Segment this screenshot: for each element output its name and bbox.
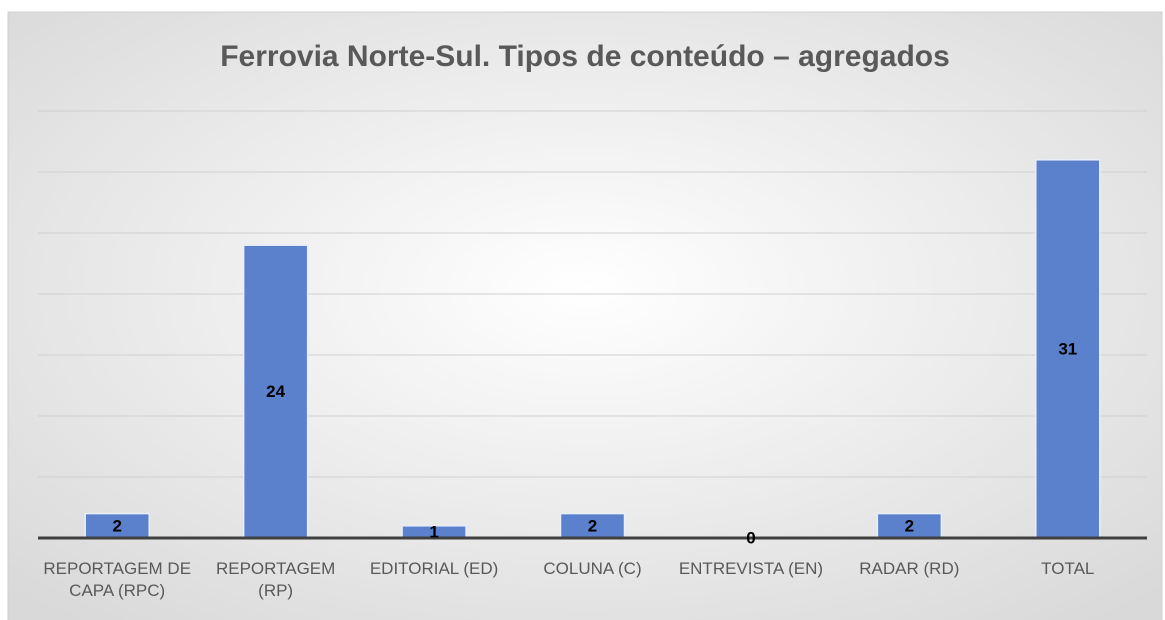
x-tick-label: REPORTAGEM (RP) <box>215 559 336 600</box>
data-label: 2 <box>905 516 914 535</box>
x-tick-label: TOTAL <box>1041 559 1095 578</box>
data-label: 2 <box>112 516 121 535</box>
data-label: 31 <box>1058 339 1077 358</box>
x-tick-label: COLUNA (C) <box>543 559 642 578</box>
bar <box>242 244 309 539</box>
x-tick-label: ENTREVISTA (EN) <box>678 559 824 578</box>
x-tick-label: RADAR (RD) <box>859 559 960 578</box>
x-tick-label: REPORTAGEM DE CAPA (RPC) <box>43 559 192 600</box>
chart-title: Ferrovia Norte-Sul. Tipos de conteúdo – … <box>220 40 950 73</box>
bar <box>84 512 150 539</box>
bar <box>876 512 943 539</box>
x-tick-label: EDITORIAL (ED) <box>369 559 499 578</box>
data-label: 2 <box>588 516 597 535</box>
data-label: 1 <box>429 522 438 541</box>
bar <box>559 512 626 539</box>
data-label: 24 <box>266 382 285 401</box>
data-label: 0 <box>746 528 755 547</box>
